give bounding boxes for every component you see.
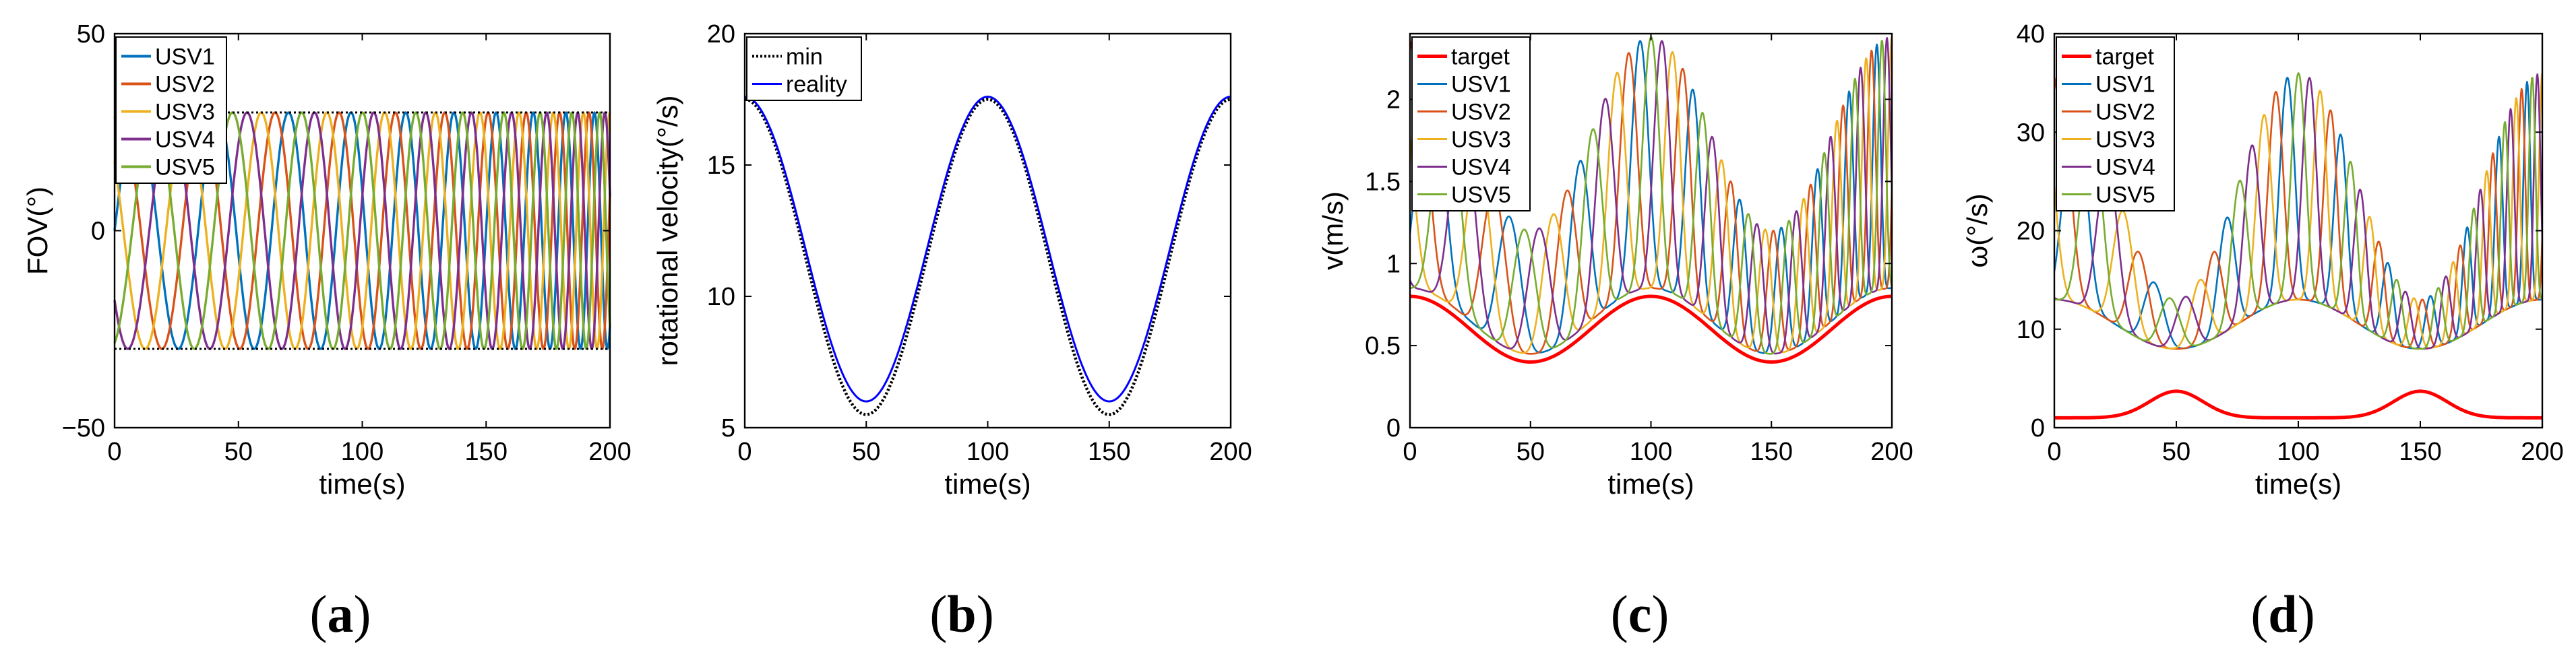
legend-entry: USV1 — [1451, 72, 1511, 98]
panel-b-rotational-velocity: 0 50 100 150 200 5 10 15 20 time(s) rotational vel… — [652, 20, 1252, 500]
legend-entry: USV5 — [155, 155, 215, 181]
y-tick-label: 20 — [2017, 218, 2045, 246]
series-line-reality — [744, 96, 1231, 403]
y-tick-label: 2 — [1386, 86, 1401, 114]
series-line-target — [2054, 389, 2542, 420]
y-axis-label: FOV(°) — [22, 187, 53, 275]
x-tick-label: 150 — [1750, 438, 1793, 466]
y-tick-label: 1.5 — [1365, 168, 1401, 196]
y-axis-label: ω(°/s) — [1961, 193, 1993, 267]
x-axis-label: time(s) — [1607, 468, 1694, 500]
y-tick-label: 5 — [721, 414, 735, 442]
legend-entry: USV1 — [2095, 72, 2155, 98]
legend-entry: USV2 — [2095, 100, 2155, 125]
x-tick-label: 100 — [341, 438, 384, 466]
y-tick-label: 10 — [707, 283, 735, 311]
legend-box — [1411, 36, 1531, 211]
legend-entry: USV3 — [2095, 127, 2155, 153]
legend-entry: target — [2095, 44, 2154, 70]
panel-d-angular-velocity: 0 50 100 150 200 0 10 20 30 40 time(s) ω(°/s) target… — [1961, 20, 2564, 500]
panel-a-fov: 0 50 100 150 200−50050time(s)FOV(°)USV1USV2U… — [22, 20, 632, 500]
x-tick-label: 50 — [2162, 438, 2190, 466]
x-tick-label: 200 — [588, 438, 631, 466]
legend-entry: USV3 — [1451, 127, 1511, 153]
x-tick-label: 150 — [2399, 438, 2441, 466]
series-line-usv5 — [113, 111, 611, 350]
x-tick-label: 0 — [737, 438, 752, 466]
x-tick-label: 0 — [107, 438, 121, 466]
x-axis-label: time(s) — [2255, 468, 2341, 500]
panel-label-d: (d) — [2250, 585, 2314, 643]
plot-frame — [1409, 32, 1893, 429]
series-line-usv4 — [113, 111, 611, 350]
y-tick-label: 10 — [2017, 316, 2045, 344]
x-tick-label: 200 — [1209, 438, 1252, 466]
y-tick-label: 0 — [91, 218, 105, 246]
plot-frame — [743, 32, 1232, 429]
legend-entry: USV4 — [1451, 155, 1511, 181]
y-axis-label: v(m/s) — [1317, 191, 1349, 270]
y-tick-label: 0.5 — [1365, 332, 1401, 360]
legend-entry: USV2 — [1451, 100, 1511, 125]
y-tick-label: −50 — [62, 414, 105, 442]
series-line-min — [744, 98, 1231, 416]
plot-area — [2054, 72, 2542, 420]
legend-entry: USV3 — [155, 100, 215, 125]
x-tick-label: 200 — [1870, 438, 1913, 466]
plot-frame — [2053, 32, 2544, 429]
x-tick-label: 50 — [852, 438, 880, 466]
x-axis-label: time(s) — [944, 468, 1031, 500]
x-tick-label: 100 — [967, 438, 1009, 466]
legend-entry: reality — [786, 72, 847, 98]
x-tick-label: 50 — [224, 438, 253, 466]
series-line-usv3 — [1410, 36, 1892, 354]
plot-area — [744, 96, 1231, 416]
legend-box — [2056, 36, 2175, 211]
x-tick-label: 0 — [1403, 438, 1417, 466]
y-tick-label: 40 — [2017, 20, 2045, 48]
legend-entry: USV4 — [2095, 155, 2155, 181]
x-tick-label: 200 — [2521, 438, 2563, 466]
legend-entry: USV4 — [155, 127, 215, 153]
series-line-target — [1410, 294, 1892, 364]
legend-entry: USV2 — [155, 72, 215, 98]
panel-label-b: (b) — [929, 585, 993, 643]
y-tick-label: 0 — [1386, 414, 1401, 442]
y-axis-label: rotational velocity(°/s) — [652, 96, 683, 366]
y-tick-label: 15 — [707, 152, 735, 180]
x-tick-label: 100 — [2277, 438, 2319, 466]
y-tick-label: 1 — [1386, 250, 1401, 278]
plot-frame — [113, 32, 611, 429]
legend-entry: USV5 — [1451, 183, 1511, 208]
legend-entry: min — [786, 44, 823, 70]
y-tick-label: 0 — [2031, 414, 2045, 442]
series-line-usv5 — [2054, 72, 2542, 350]
x-tick-label: 150 — [1088, 438, 1130, 466]
legend-entry: USV1 — [155, 44, 215, 70]
x-tick-label: 100 — [1630, 438, 1672, 466]
y-tick-label: 20 — [707, 20, 735, 48]
y-tick-label: 50 — [77, 20, 105, 48]
panel-c-linear-velocity: 0 50 100 150 200 0 0.5 1 1.5 2 time(s) v(m/s) target… — [1317, 32, 1913, 500]
panel-label-c: (c) — [1611, 585, 1669, 643]
x-tick-label: 0 — [2047, 438, 2061, 466]
legend-entry: target — [1451, 44, 1510, 70]
y-tick-label: 30 — [2017, 119, 2045, 147]
x-tick-label: 50 — [1516, 438, 1545, 466]
panel-label-a: (a) — [310, 585, 371, 643]
legend-entry: USV5 — [2095, 183, 2155, 208]
x-tick-label: 150 — [465, 438, 508, 466]
x-axis-label: time(s) — [319, 468, 405, 500]
series-line-usv3 — [2054, 73, 2542, 350]
legend-box — [746, 36, 862, 101]
series-line-usv4 — [1410, 37, 1892, 355]
